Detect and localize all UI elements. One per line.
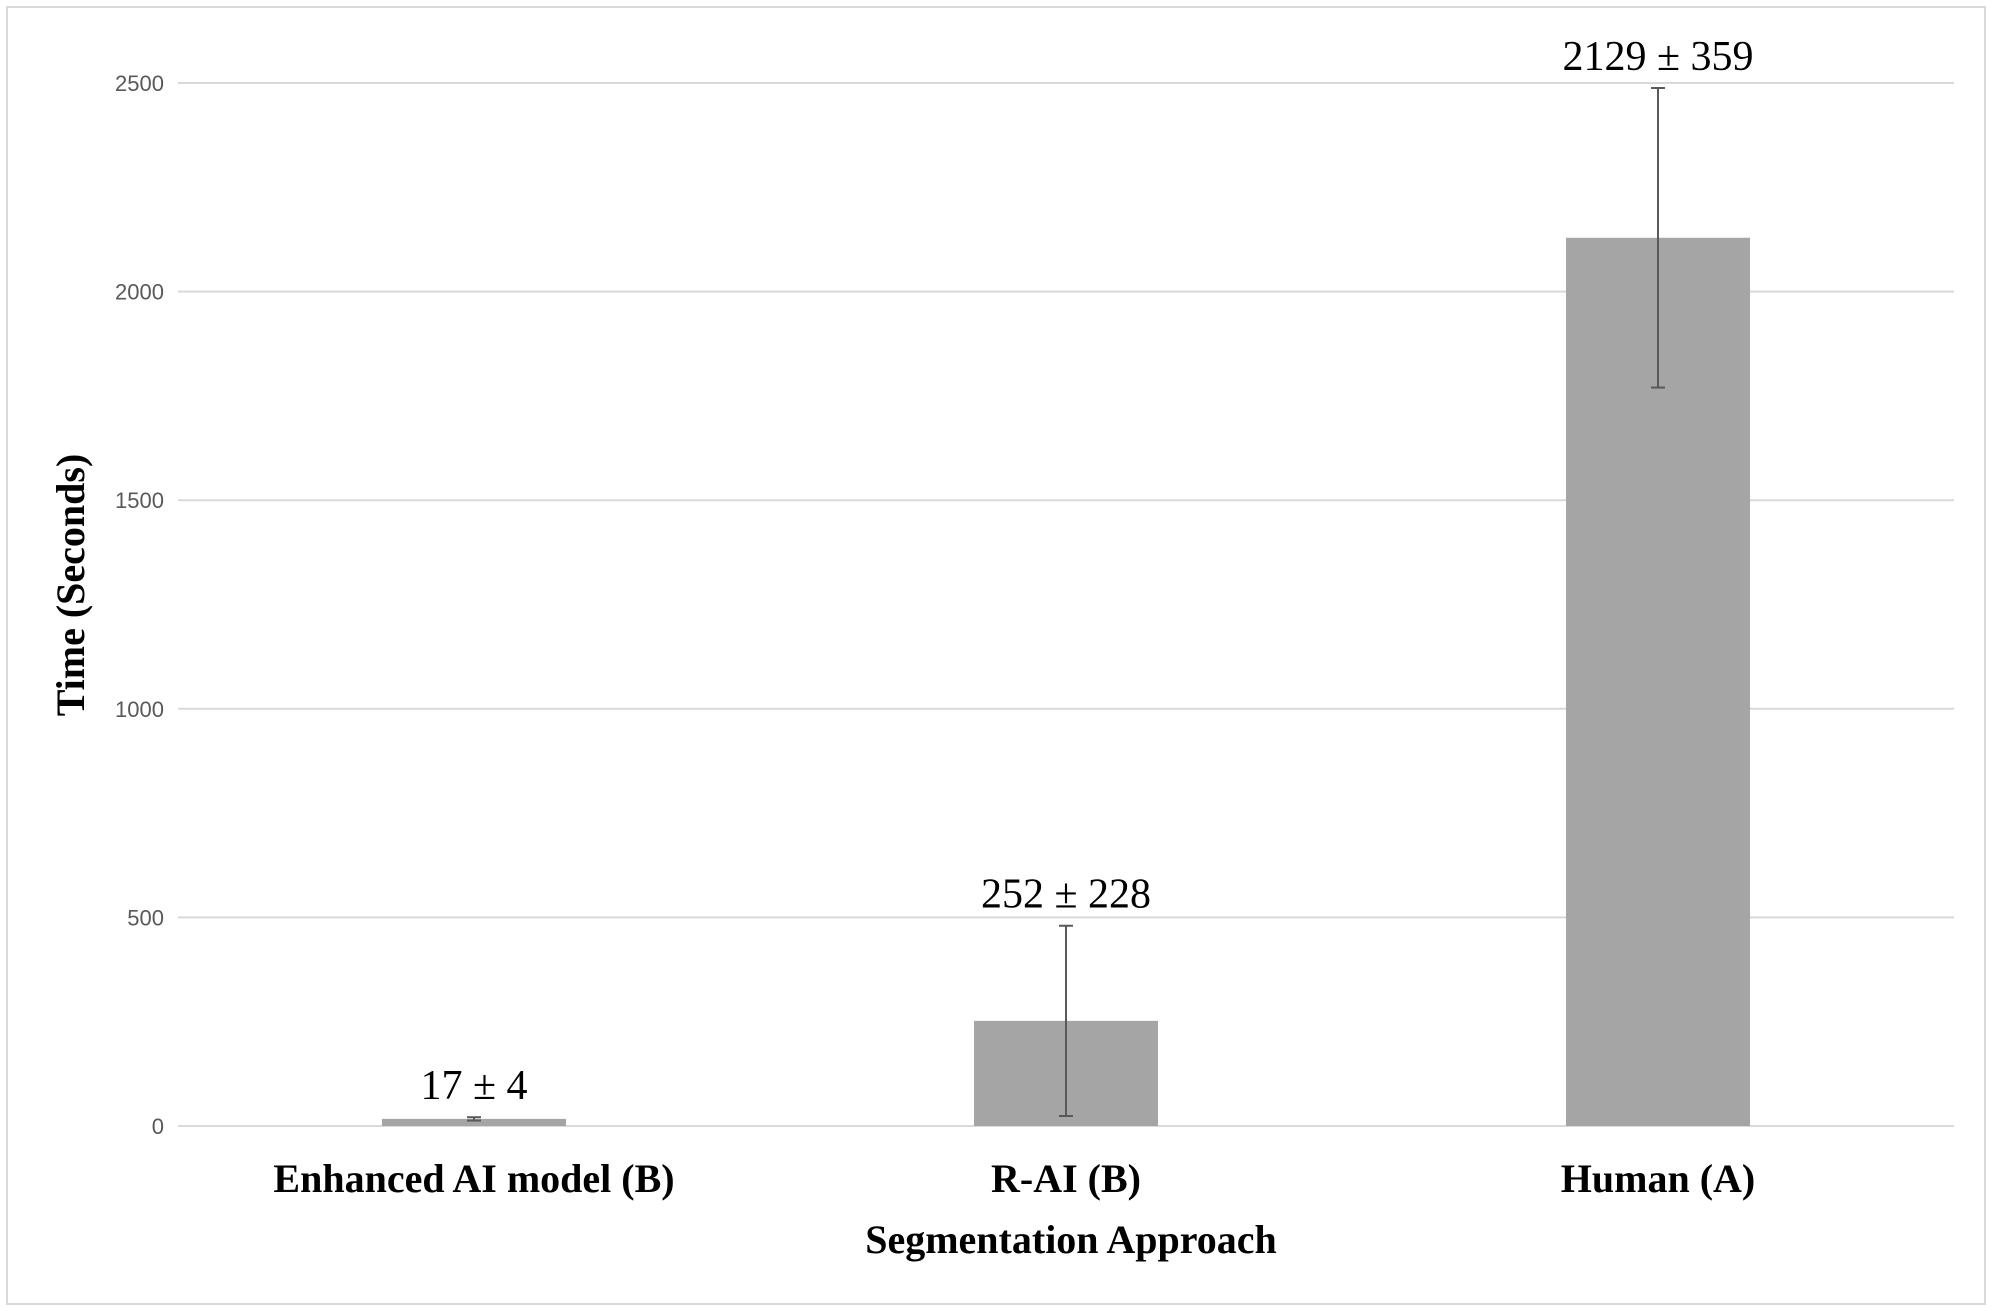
data-label: 17 ± 4 <box>420 1063 527 1109</box>
y-tick-label: 1500 <box>115 488 164 513</box>
y-tick-label: 500 <box>127 905 164 930</box>
error-bars <box>467 87 1665 1122</box>
y-axis-title: Time (Seconds) <box>48 454 93 717</box>
data-label: 2129 ± 359 <box>1562 34 1753 80</box>
y-tick-label: 2500 <box>115 71 164 96</box>
x-category-label: Enhanced AI model (B) <box>273 1156 674 1201</box>
x-category-label: R-AI (B) <box>991 1156 1141 1201</box>
bar <box>382 1118 566 1126</box>
data-label: 252 ± 228 <box>981 872 1151 918</box>
y-tick-label: 0 <box>152 1114 164 1139</box>
y-tick-label: 2000 <box>115 280 164 305</box>
data-labels: 17 ± 4 252 ± 228 2129 ± 359 <box>420 34 1753 1109</box>
y-tick-label: 1000 <box>115 697 164 722</box>
x-category-label: Human (A) <box>1561 1156 1755 1201</box>
x-axis-category-labels: Enhanced AI model (B) R-AI (B) Human (A) <box>273 1156 1755 1201</box>
y-axis-ticks: 0 500 1000 1500 2000 2500 <box>115 71 164 1139</box>
x-axis-title: Segmentation Approach <box>865 1217 1277 1262</box>
